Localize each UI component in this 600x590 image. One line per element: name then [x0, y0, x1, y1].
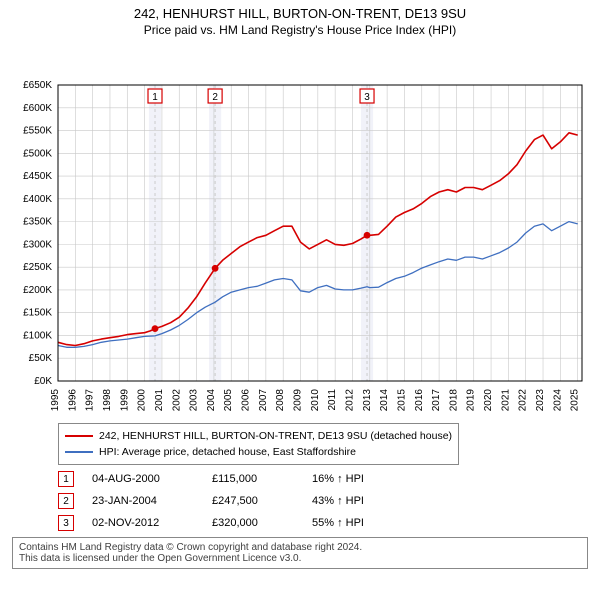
event-date: 04-AUG-2000 — [92, 473, 212, 485]
x-tick-label: 2013 — [362, 389, 373, 412]
legend-swatch — [65, 451, 93, 453]
event-delta: 16% ↑ HPI — [312, 473, 364, 485]
event-marker-label: 3 — [364, 92, 370, 103]
x-tick-label: 2011 — [327, 389, 338, 411]
x-tick-label: 2006 — [241, 389, 252, 412]
footer-line-2: This data is licensed under the Open Gov… — [19, 553, 581, 564]
legend-label: 242, HENHURST HILL, BURTON-ON-TRENT, DE1… — [99, 430, 452, 442]
event-row: 3 02-NOV-2012£320,00055% ↑ HPI — [58, 515, 588, 531]
x-tick-label: 2023 — [535, 389, 546, 412]
x-tick-label: 2001 — [154, 389, 165, 412]
event-row: 2 23-JAN-2004£247,50043% ↑ HPI — [58, 493, 588, 509]
x-tick-label: 2000 — [137, 389, 148, 412]
legend-swatch — [65, 435, 93, 437]
event-delta: 43% ↑ HPI — [312, 495, 364, 507]
y-tick-label: £650K — [23, 80, 52, 91]
legend: 242, HENHURST HILL, BURTON-ON-TRENT, DE1… — [58, 423, 459, 465]
x-tick-label: 2003 — [189, 389, 200, 412]
attribution-footer: Contains HM Land Registry data © Crown c… — [12, 537, 588, 569]
event-badge: 2 — [58, 493, 74, 509]
event-date: 23-JAN-2004 — [92, 495, 212, 507]
chart-subtitle: Price paid vs. HM Land Registry's House … — [0, 23, 600, 37]
event-badge: 1 — [58, 471, 74, 487]
price-chart: £0K £50K £100K £150K £200K £250K £300K £350K £40… — [0, 37, 600, 417]
y-tick-label: £550K — [23, 126, 52, 137]
y-tick-label: £200K — [23, 285, 52, 296]
x-tick-label: 1995 — [50, 389, 61, 412]
y-tick-label: £250K — [23, 262, 52, 273]
y-tick-label: £450K — [23, 171, 52, 182]
x-tick-label: 1998 — [102, 389, 113, 412]
x-tick-label: 2010 — [310, 389, 321, 412]
legend-label: HPI: Average price, detached house, East… — [99, 446, 356, 458]
x-tick-label: 1996 — [67, 389, 78, 412]
x-tick-label: 2017 — [431, 389, 442, 412]
event-price: £115,000 — [212, 473, 312, 485]
chart-title: 242, HENHURST HILL, BURTON-ON-TRENT, DE1… — [0, 6, 600, 21]
x-tick-label: 2025 — [570, 389, 581, 412]
event-badge: 3 — [58, 515, 74, 531]
x-tick-label: 2008 — [275, 389, 286, 412]
event-row: 1 04-AUG-2000£115,00016% ↑ HPI — [58, 471, 588, 487]
x-tick-label: 2018 — [448, 389, 459, 412]
x-tick-label: 2024 — [552, 389, 563, 412]
y-tick-label: £50K — [29, 353, 53, 364]
x-tick-label: 2009 — [293, 389, 304, 412]
event-delta: 55% ↑ HPI — [312, 517, 364, 529]
x-tick-label: 2022 — [518, 389, 529, 412]
footer-line-1: Contains HM Land Registry data © Crown c… — [19, 542, 581, 553]
x-tick-label: 2007 — [258, 389, 269, 412]
events-table: 1 04-AUG-2000£115,00016% ↑ HPI 2 23-JAN-200… — [58, 471, 588, 531]
event-marker-label: 2 — [212, 92, 218, 103]
x-tick-label: 2016 — [414, 389, 425, 412]
event-price: £247,500 — [212, 495, 312, 507]
y-tick-label: £400K — [23, 194, 52, 205]
y-tick-label: £100K — [23, 330, 52, 341]
x-tick-label: 2021 — [500, 389, 511, 412]
y-tick-label: £350K — [23, 217, 52, 228]
x-tick-label: 1999 — [119, 389, 130, 412]
y-tick-label: £500K — [23, 148, 52, 159]
event-price: £320,000 — [212, 517, 312, 529]
x-tick-label: 2002 — [171, 389, 182, 412]
x-tick-label: 2015 — [396, 389, 407, 412]
y-tick-label: £300K — [23, 239, 52, 250]
y-tick-label: £150K — [23, 308, 52, 319]
x-tick-label: 1997 — [85, 389, 96, 412]
x-tick-label: 2019 — [466, 389, 477, 412]
y-tick-label: £0K — [34, 376, 52, 387]
y-tick-label: £600K — [23, 103, 52, 114]
x-tick-label: 2004 — [206, 389, 217, 412]
legend-item: HPI: Average price, detached house, East… — [65, 444, 452, 460]
x-tick-label: 2020 — [483, 389, 494, 412]
x-tick-label: 2005 — [223, 389, 234, 412]
event-date: 02-NOV-2012 — [92, 517, 212, 529]
x-tick-label: 2012 — [344, 389, 355, 412]
event-marker-label: 1 — [152, 92, 158, 103]
x-tick-label: 2014 — [379, 389, 390, 412]
legend-item: 242, HENHURST HILL, BURTON-ON-TRENT, DE1… — [65, 428, 452, 444]
